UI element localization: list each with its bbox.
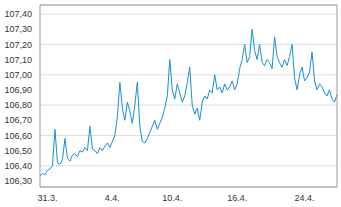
svg-text:31.3.: 31.3. — [37, 193, 57, 203]
svg-text:107,00: 107,00 — [8, 70, 32, 80]
svg-text:106,80: 106,80 — [8, 100, 32, 110]
svg-text:106,50: 106,50 — [8, 146, 32, 156]
svg-text:107,10: 107,10 — [8, 55, 32, 65]
svg-text:106,60: 106,60 — [8, 131, 32, 141]
svg-text:106,70: 106,70 — [8, 115, 32, 125]
svg-text:24.4.: 24.4. — [295, 193, 315, 203]
svg-text:4.4.: 4.4. — [105, 193, 120, 203]
svg-text:106,30: 106,30 — [8, 176, 32, 186]
svg-text:16.4.: 16.4. — [227, 193, 247, 203]
svg-text:107,40: 107,40 — [8, 9, 32, 19]
svg-text:107,20: 107,20 — [8, 40, 32, 50]
svg-text:107,30: 107,30 — [8, 24, 32, 34]
svg-text:106,40: 106,40 — [8, 161, 32, 171]
svg-text:106,90: 106,90 — [8, 85, 32, 95]
svg-text:10.4.: 10.4. — [162, 193, 182, 203]
